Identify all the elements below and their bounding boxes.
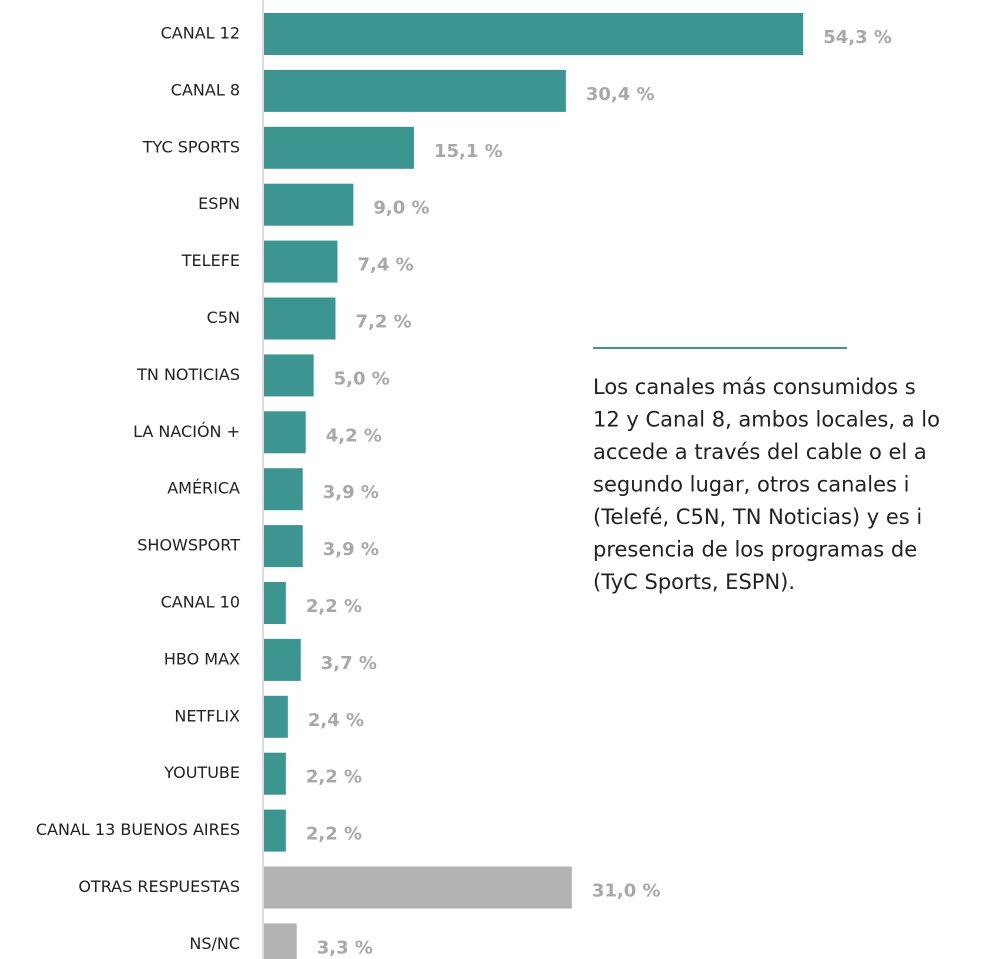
bar (264, 695, 288, 738)
category-label: TN NOTICIAS (136, 365, 240, 384)
value-label: 31,0 % (592, 881, 661, 902)
value-label: 3,9 % (323, 539, 379, 560)
bar (264, 638, 301, 681)
bar (264, 923, 297, 959)
annotation-text: accede a través del cable o el a (593, 440, 927, 464)
value-label: 15,1 % (434, 141, 503, 162)
category-label: NETFLIX (174, 706, 240, 725)
value-label: 9,0 % (373, 198, 429, 219)
bar (264, 468, 303, 511)
value-label: 4,2 % (326, 425, 382, 446)
category-label: TYC SPORTS (142, 137, 240, 156)
value-label: 7,4 % (357, 255, 413, 276)
bar (264, 411, 306, 454)
category-label: CANAL 12 (161, 24, 240, 43)
bar (264, 69, 566, 112)
bar (264, 13, 804, 55)
category-label: CANAL 8 (171, 80, 240, 99)
bar (264, 354, 314, 397)
annotation-text: (Telefé, C5N, TN Noticias) y es i (593, 505, 922, 529)
category-label: CANAL 13 BUENOS AIRES (36, 820, 240, 839)
value-label: 7,2 % (355, 312, 411, 333)
annotation-text: Los canales más consumidos s (593, 375, 916, 399)
category-label: YOUTUBE (163, 763, 240, 782)
category-label: SHOWSPORT (137, 536, 240, 555)
bar (264, 183, 354, 226)
bar (264, 297, 336, 340)
value-label: 3,9 % (323, 482, 379, 503)
value-label: 2,2 % (306, 767, 362, 788)
category-label: ESPN (198, 194, 240, 213)
category-label: LA NACIÓN + (133, 422, 240, 441)
value-label: 54,3 % (823, 27, 892, 48)
value-label: 5,0 % (334, 368, 390, 389)
value-label: 30,4 % (586, 84, 655, 105)
annotation-text: segundo lugar, otros canales i (593, 473, 910, 497)
value-label: 3,3 % (317, 937, 373, 958)
category-label: C5N (207, 308, 240, 327)
category-label: NS/NC (189, 934, 240, 953)
category-label: HBO MAX (164, 649, 240, 668)
annotation-text: presencia de los programas de (593, 538, 917, 562)
bar (264, 240, 338, 283)
annotation-text: 12 y Canal 8, ambos locales, a lo (593, 408, 940, 432)
value-label: 2,2 % (306, 824, 362, 845)
bar (264, 752, 286, 795)
annotation-text: (TyC Sports, ESPN). (593, 570, 795, 594)
bar (264, 809, 286, 852)
category-label: CANAL 10 (161, 593, 240, 612)
bar (264, 582, 286, 624)
value-label: 2,2 % (306, 596, 362, 617)
category-label: OTRAS RESPUESTAS (78, 877, 240, 896)
bar (264, 866, 572, 909)
category-label: TELEFE (181, 251, 240, 270)
category-label: AMÉRICA (167, 479, 240, 498)
bar (264, 525, 303, 568)
value-label: 3,7 % (321, 653, 377, 674)
value-label: 2,4 % (308, 710, 364, 731)
bar (264, 126, 414, 169)
